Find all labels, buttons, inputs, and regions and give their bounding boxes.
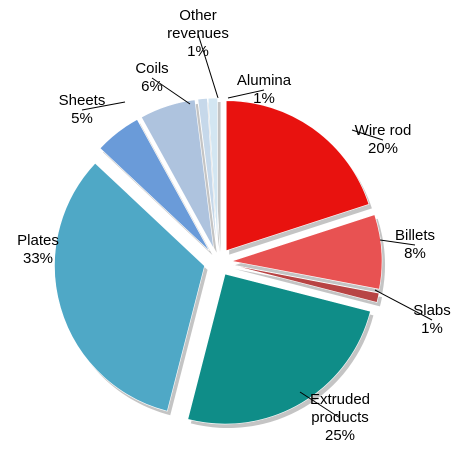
slice-label: Billets 8% [385, 227, 445, 263]
value-label: 1% [421, 320, 443, 337]
slice-label: Slabs 1% [407, 302, 457, 338]
slice-label: Coils 6% [122, 60, 182, 96]
slice-label: Other revenues 1% [153, 7, 243, 61]
slice-label: Wire rod 20% [343, 122, 423, 158]
category-label: Coils [135, 60, 169, 77]
category-label: Slabs [413, 302, 451, 319]
slice [231, 264, 380, 303]
value-label: 5% [71, 110, 93, 127]
leader-line [374, 289, 433, 321]
slice-shadow [234, 269, 383, 307]
leader-line [379, 239, 416, 246]
slice [231, 214, 383, 290]
slice-label: Alumina 1% [224, 72, 304, 108]
slice [197, 98, 217, 249]
leader-line [351, 129, 384, 141]
leader-line [81, 101, 126, 111]
value-label: 1% [187, 43, 209, 60]
leader-line [197, 33, 219, 99]
slice [54, 162, 205, 412]
category-label: Billets [394, 227, 435, 244]
leader-line [151, 77, 191, 105]
value-label: 25% [324, 427, 356, 444]
category-label: Other revenues [167, 7, 229, 42]
slice [207, 97, 218, 249]
category-label: Extruded products [309, 391, 371, 426]
value-label: 6% [141, 78, 163, 95]
value-label: 8% [404, 245, 426, 262]
slice [141, 99, 214, 249]
slice [99, 119, 210, 252]
value-label: 20% [367, 140, 399, 157]
slice-label: Extruded products 25% [290, 391, 390, 445]
leader-line [299, 391, 341, 419]
slice [187, 273, 371, 425]
value-label: 33% [22, 250, 54, 267]
leader-line [227, 89, 265, 99]
slice-label: Plates 33% [8, 232, 68, 268]
category-label: Plates [17, 232, 59, 249]
category-label: Sheets [58, 92, 106, 109]
slice-label: Sheets 5% [52, 92, 112, 128]
slice [225, 100, 370, 252]
category-label: Wire rod [354, 122, 412, 139]
category-label: Alumina [236, 72, 292, 89]
value-label: 1% [253, 90, 275, 107]
